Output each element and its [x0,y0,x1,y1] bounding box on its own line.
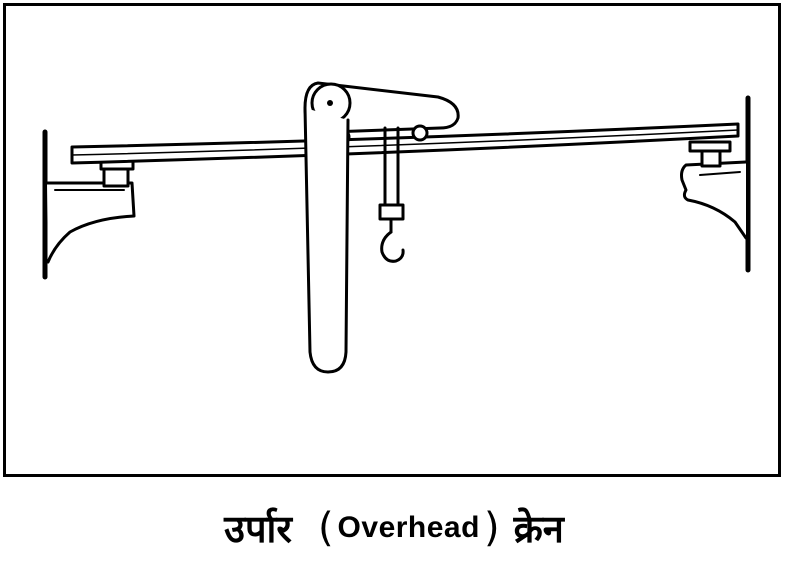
caption-paren-open: ( [317,505,334,551]
caption-hindi-prefix: उर्पार [224,507,292,551]
figure-caption: उर्पार ( Overhead ) क्रेन [0,498,788,558]
caption-hindi-suffix: क्रेन [513,507,564,551]
bridge-girder [70,122,740,165]
hook-assembly [378,126,405,263]
caption-english: Overhead [337,511,480,544]
caption-paren-close: ) [483,505,500,551]
operator-cabin-column [303,106,350,374]
figure-frame [3,3,781,477]
right-wall-support [680,95,751,273]
